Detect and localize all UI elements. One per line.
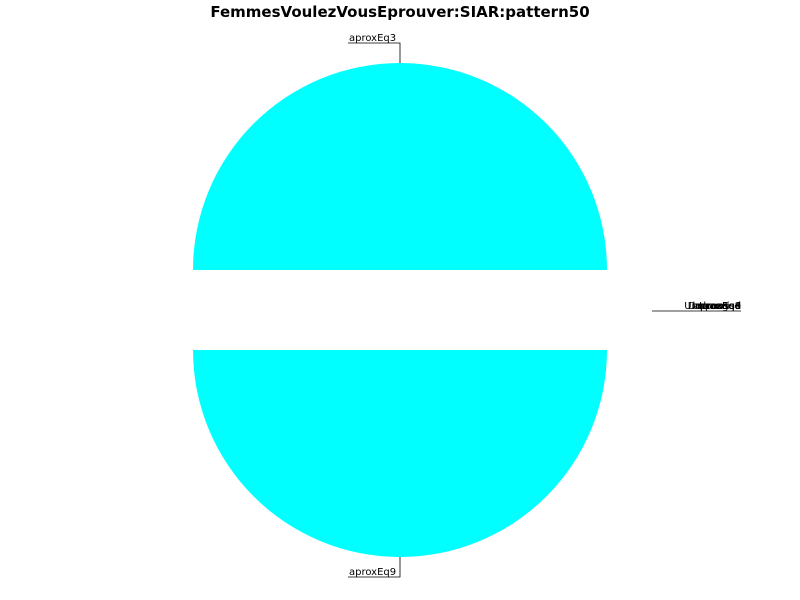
slice-label-Increased: Increased (692, 301, 741, 312)
slice-label-Decreased: Decreased (688, 301, 741, 312)
slice-label-aproxEq8: aproxEq8 (694, 301, 741, 312)
leader-line-aproxEq9 (348, 557, 401, 578)
slice-label-Inverted: Inverted (699, 301, 741, 312)
slice-label-aproxEq9: aproxEq9 (349, 567, 396, 578)
slice-label-aproxEq4: aproxEq4 (694, 301, 741, 312)
slice-label-aproxEq3: aproxEq3 (349, 33, 396, 44)
pie-slice-aproxEq9 (193, 350, 607, 557)
chart-title: FemmesVoulezVousEprouver:SIAR:pattern50 (210, 3, 590, 21)
leader-line-aproxEq3 (348, 42, 401, 63)
slice-label-imprecise: imprecise (692, 301, 741, 312)
pie-slice-aproxEq3 (193, 63, 607, 270)
slice-label-Unchanged: Unchanged (684, 301, 741, 312)
